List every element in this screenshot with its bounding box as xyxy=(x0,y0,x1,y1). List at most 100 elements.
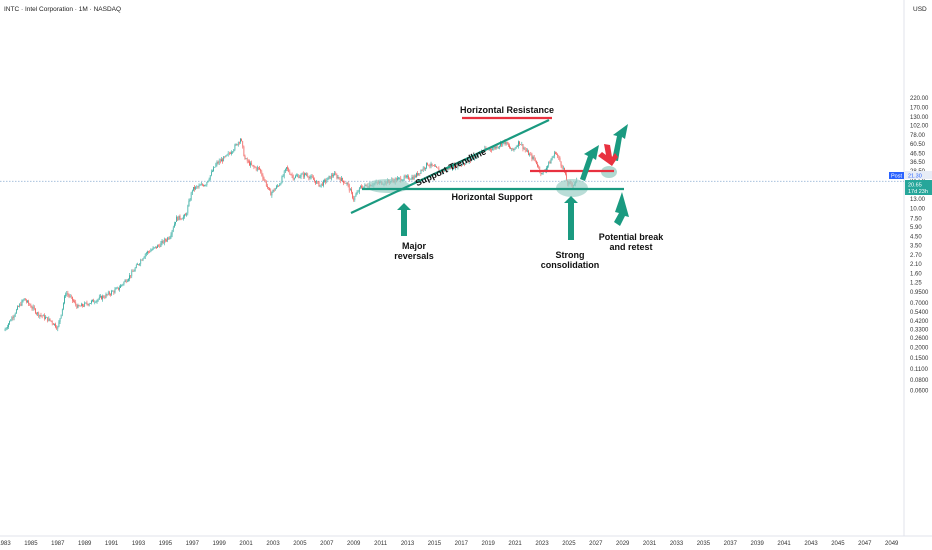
candle-body xyxy=(85,302,87,304)
candle-body xyxy=(149,251,151,253)
candle-body xyxy=(143,256,145,259)
candle-body xyxy=(504,140,506,145)
candle-body xyxy=(353,197,355,200)
candle-body xyxy=(56,327,58,329)
candle-body xyxy=(474,156,476,159)
candle-body xyxy=(342,177,343,181)
candle-body xyxy=(70,296,72,297)
x-tick-label: 2025 xyxy=(562,541,576,547)
candle-body xyxy=(250,162,251,166)
candle-body xyxy=(110,294,111,295)
candle-body xyxy=(130,275,132,277)
candle-body xyxy=(492,148,494,151)
candle-body xyxy=(293,177,295,180)
y-tick-label: 0.1100 xyxy=(910,367,929,373)
candle-body xyxy=(102,296,103,300)
candle-body xyxy=(537,163,538,167)
candle-body xyxy=(241,138,242,142)
candle-body xyxy=(137,264,138,266)
candle-body xyxy=(314,179,315,181)
candle-body xyxy=(170,234,172,238)
candle-body xyxy=(336,174,338,179)
candle-body xyxy=(230,153,231,155)
candle-body xyxy=(557,154,559,157)
candle-body xyxy=(451,168,453,170)
candle-body xyxy=(288,168,290,172)
consolidation-arrow xyxy=(564,196,578,240)
candle-body xyxy=(552,156,554,158)
candle-body xyxy=(523,148,525,150)
chart-title: INTC · Intel Corporation · 1M · NASDAQ xyxy=(4,6,121,13)
candle-body xyxy=(5,328,7,329)
candle-body xyxy=(38,312,40,317)
time-axis[interactable]: 1983 1985 1987 1989 1991 1993 1995 1997 1999 2001… xyxy=(0,541,899,547)
candle-body xyxy=(67,293,69,295)
candle-body xyxy=(105,294,107,298)
candle-body xyxy=(459,164,461,166)
candle-body xyxy=(245,158,247,160)
candle-body xyxy=(189,199,191,201)
candle-body xyxy=(135,264,137,268)
candle-body xyxy=(268,187,269,188)
candle-body xyxy=(14,313,16,316)
candle-body xyxy=(211,171,212,176)
candle-body xyxy=(446,168,448,171)
current-price-badge xyxy=(905,180,932,195)
candle-body xyxy=(243,146,245,157)
candle-body xyxy=(157,245,158,248)
candle-body xyxy=(212,171,213,172)
candle-body xyxy=(42,315,44,317)
candle-body xyxy=(349,189,351,191)
candle-body xyxy=(298,175,300,178)
candle-body xyxy=(282,175,284,177)
candle-body xyxy=(24,298,26,301)
candle-body xyxy=(161,240,163,243)
candle-body xyxy=(73,300,74,302)
candle-body xyxy=(360,186,361,188)
candle-body xyxy=(235,144,237,146)
x-tick-label: 2003 xyxy=(266,541,280,547)
candle-body xyxy=(151,249,153,251)
candle-body xyxy=(206,182,208,186)
candle-body xyxy=(495,146,497,149)
candle-body xyxy=(111,291,112,295)
candle-body xyxy=(333,175,334,176)
y-tick-label: 0.9500 xyxy=(910,290,929,296)
candle-body xyxy=(429,165,431,167)
y-tick-label: 46.50 xyxy=(910,152,926,158)
candle-body xyxy=(33,306,35,309)
candle-body xyxy=(44,315,45,319)
candle-body xyxy=(93,299,95,303)
candle-body xyxy=(525,150,527,152)
candle-body xyxy=(223,156,225,162)
candle-body xyxy=(357,191,359,193)
candle-body xyxy=(299,176,301,178)
candle-body xyxy=(20,304,22,306)
candle-body xyxy=(37,312,38,314)
candle-body xyxy=(114,289,116,293)
candle-body xyxy=(200,184,202,186)
candle-body xyxy=(518,141,519,147)
candle-body xyxy=(506,141,508,145)
candle-body xyxy=(267,185,268,188)
candle-body xyxy=(236,144,238,146)
candle-body xyxy=(150,250,152,252)
candle-body xyxy=(449,166,451,169)
candle-body xyxy=(64,296,65,304)
candle-body xyxy=(234,145,236,150)
candle-body xyxy=(180,218,182,220)
candle-body xyxy=(139,263,140,265)
candle-body xyxy=(156,246,157,248)
candle-body xyxy=(325,179,327,182)
candle-body xyxy=(88,303,90,306)
candle-body xyxy=(65,294,66,297)
x-tick-label: 2019 xyxy=(482,541,496,547)
candle-body xyxy=(323,180,324,186)
candle-body xyxy=(546,167,547,171)
x-tick-label: 2007 xyxy=(320,541,334,547)
candle-body xyxy=(420,170,422,174)
candle-body xyxy=(549,161,551,164)
candle-body xyxy=(438,168,440,172)
